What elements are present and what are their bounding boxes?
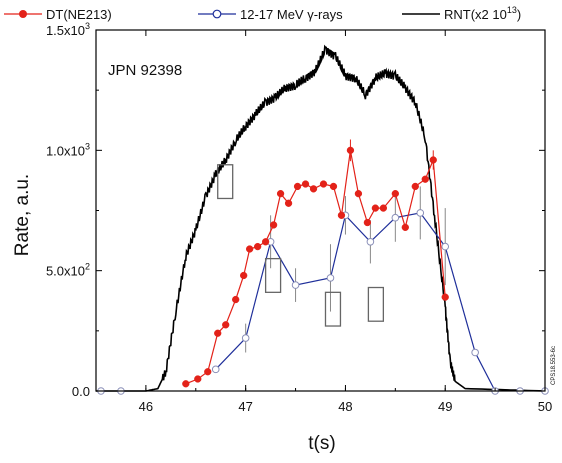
dt-point xyxy=(214,329,222,337)
gamma-line xyxy=(215,212,496,392)
y-tick-label: 1.5x103 xyxy=(46,21,90,38)
dt-point xyxy=(269,221,278,229)
y-tick-label: 1.0x103 xyxy=(46,141,90,158)
gamma-point xyxy=(441,242,450,251)
y-tick-label: 5.0x102 xyxy=(46,262,90,279)
x-tick-label: 47 xyxy=(238,399,252,414)
dt-point xyxy=(354,190,363,198)
dt-point xyxy=(232,295,240,304)
dt-point xyxy=(309,185,318,193)
dt-point xyxy=(293,182,302,191)
legend-label: 12-17 MeV γ-rays xyxy=(240,7,343,22)
legend: DT(NE213) 12-17 MeV γ-rays RNT(x2 1013) xyxy=(4,5,521,22)
legend-label: RNT(x2 1013) xyxy=(444,5,521,22)
legend-item: DT(NE213) xyxy=(4,7,112,22)
legend-item: RNT(x2 1013) xyxy=(402,5,521,22)
gamma-point xyxy=(326,274,335,282)
uncertainty-box xyxy=(264,257,282,293)
dt-point xyxy=(204,368,212,376)
dt-point xyxy=(253,242,262,251)
dt-point xyxy=(379,204,388,212)
dt-line xyxy=(185,150,446,385)
dt-point xyxy=(246,245,254,253)
shot-annotation: JPN 92398 xyxy=(108,62,182,79)
legend-marker xyxy=(212,9,222,19)
gamma-point xyxy=(416,209,425,217)
uncertainty-box xyxy=(217,164,234,200)
dt-point xyxy=(401,223,409,231)
gamma-point xyxy=(241,334,250,342)
x-tick-label: 49 xyxy=(438,399,452,414)
dt-point xyxy=(391,190,399,198)
dt-point xyxy=(441,293,449,301)
dt-point xyxy=(261,238,270,246)
axes: 46 47 48 49 50 0.0 5.0x102 1.0x103 1.5x103 xyxy=(46,21,552,414)
gamma-series xyxy=(97,164,549,395)
rnt-line xyxy=(96,44,546,392)
gamma-point xyxy=(366,237,375,246)
x-tick-label: 48 xyxy=(338,399,352,414)
dt-series xyxy=(182,139,449,388)
dt-point xyxy=(222,321,230,329)
dt-point xyxy=(429,156,437,164)
uncertainty-box xyxy=(367,286,385,322)
x-axis-label: t(s) xyxy=(308,433,335,454)
dt-point xyxy=(421,175,429,183)
legend-marker xyxy=(19,10,27,18)
x-tick-label: 46 xyxy=(139,399,153,414)
legend-label: DT(NE213) xyxy=(46,7,112,22)
y-axis-label: Rate, a.u. xyxy=(12,174,33,256)
dt-point xyxy=(337,211,346,219)
dt-point xyxy=(319,180,328,188)
dt-point xyxy=(346,146,355,154)
side-figure-label: CPS18.553-6c xyxy=(551,346,557,385)
gamma-point xyxy=(391,213,400,222)
gamma-point xyxy=(471,348,479,357)
dt-point xyxy=(363,218,372,227)
dt-point xyxy=(194,375,202,383)
dt-point xyxy=(284,199,293,207)
y-tick-label: 0.0 xyxy=(72,384,90,399)
dt-point xyxy=(301,180,310,188)
dt-point xyxy=(411,182,419,191)
plot-frame xyxy=(95,29,546,392)
x-tick-label: 50 xyxy=(538,399,552,414)
dt-point xyxy=(182,380,190,388)
legend-item: 12-17 MeV γ-rays xyxy=(198,7,343,22)
dt-point xyxy=(329,182,338,191)
gamma-point xyxy=(211,365,220,374)
dt-point xyxy=(276,190,285,198)
rnt-series xyxy=(96,44,546,392)
dt-point xyxy=(240,271,248,280)
uncertainty-box xyxy=(324,291,342,327)
dt-point xyxy=(371,204,380,212)
gamma-point xyxy=(291,281,300,289)
